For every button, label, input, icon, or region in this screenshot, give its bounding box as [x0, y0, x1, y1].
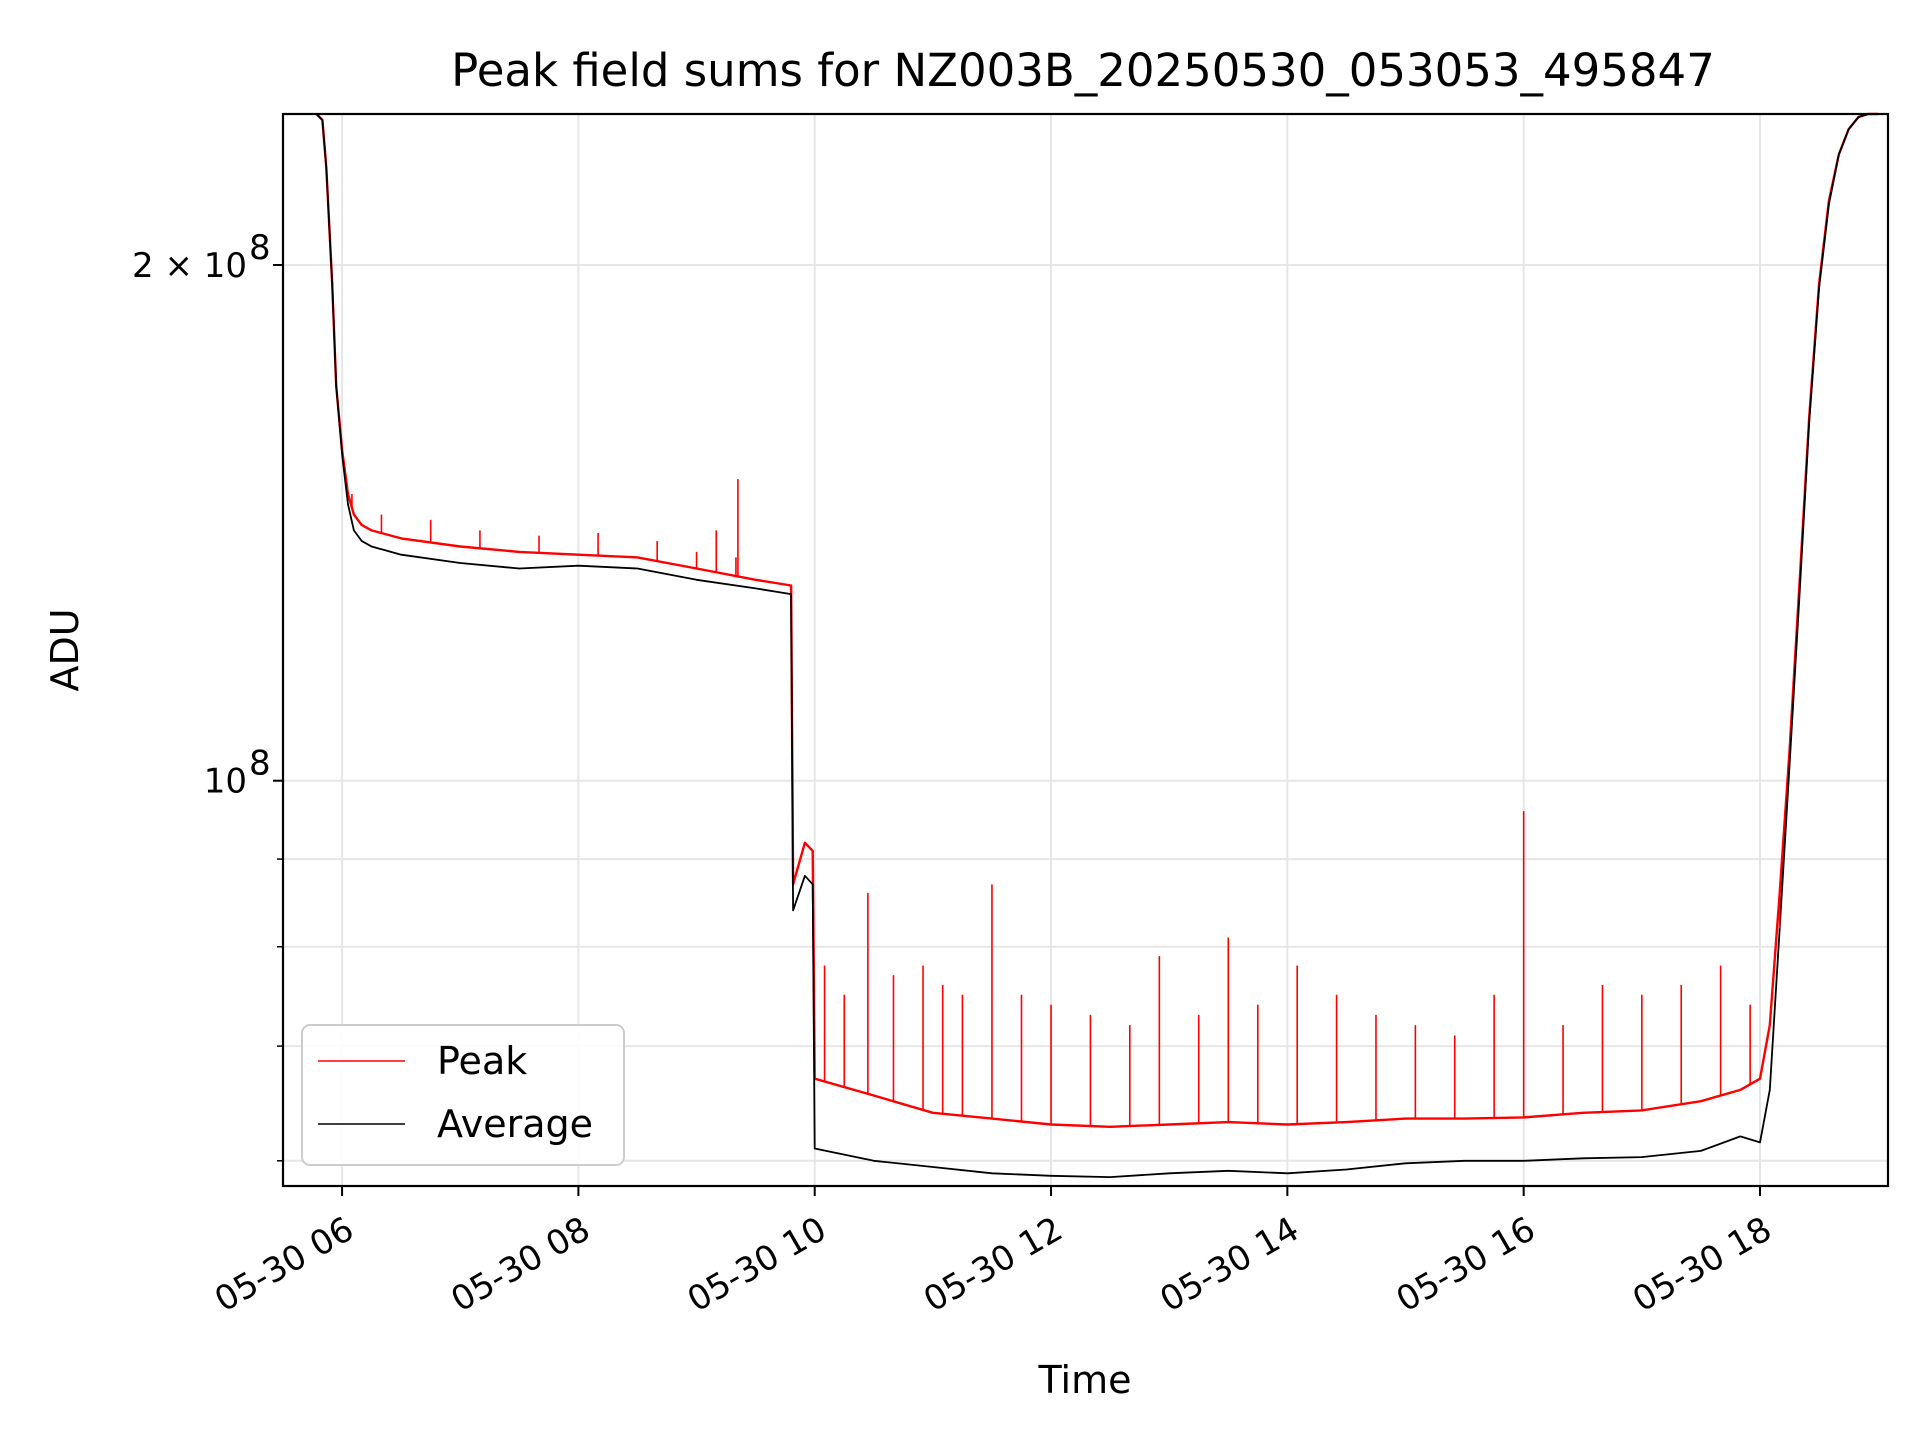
legend: Peak Average: [301, 1024, 625, 1166]
legend-label-average: Average: [437, 1102, 593, 1146]
plot-frame: [281, 112, 1890, 1188]
y-axis-label: ADU: [43, 608, 87, 691]
series-line-average: [315, 113, 1879, 1178]
y-tick-label: 2 × 10: [132, 246, 247, 286]
x-axis-label: Time: [1038, 1358, 1132, 1402]
y-tick-label: 10: [204, 762, 247, 802]
legend-box: [301, 1024, 625, 1166]
chart-title: Peak field sums for NZ003B_20250530_0530…: [451, 44, 1715, 97]
y-tick-exponent: 8: [249, 744, 271, 784]
y-tick-exponent: 8: [249, 228, 271, 268]
series-layer: [315, 112, 1879, 1178]
legend-label-peak: Peak: [437, 1039, 527, 1083]
